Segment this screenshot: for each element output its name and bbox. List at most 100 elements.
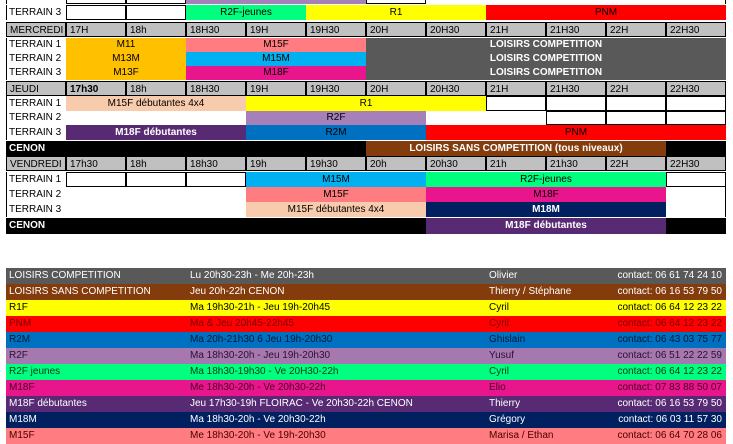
session-block: LOISIRS COMPETITION: [366, 66, 726, 80]
session-block: LOISIRS COMPETITION: [366, 52, 726, 66]
time-header: 19H: [246, 81, 306, 96]
time-header: 19H30: [306, 22, 366, 37]
empty-slot: [486, 96, 546, 111]
terrain-row-border: [6, 0, 726, 4]
legend-contact: contact: 07 83 88 50 07: [617, 382, 722, 393]
empty-slot: [606, 96, 666, 111]
legend-schedule: Ma 18h30-20h - Jeu 19h-20h30: [190, 350, 331, 361]
session-block: M13F: [66, 66, 186, 80]
legend-row: R2F jeunes Ma 18h30-19h30 - Ve 20H30-22h C…: [6, 364, 726, 380]
legend-row: R2F Ma 18h30-20h - Jeu 19h-20h30 Yusuf cont…: [6, 348, 726, 364]
cenon-label: CENON: [9, 143, 46, 154]
terrain-label: TERRAIN 1: [9, 174, 62, 185]
cenon-label: CENON: [9, 220, 46, 231]
legend-schedule: Lu 20h30-23h - Me 20h-23h: [190, 270, 314, 281]
session-block: PNM: [486, 5, 726, 20]
day-label: MERCREDI: [6, 22, 66, 37]
empty-slot: [666, 172, 726, 187]
legend-schedule: Ma 18h30-20h - Ve 20h30-22h: [190, 414, 326, 425]
time-header: 21H: [486, 22, 546, 37]
legend-schedule: Jeu 17h30-19h FLOIRAC - Ve 20h30-22h CEN…: [190, 398, 413, 409]
session-block: R2F: [246, 111, 426, 125]
legend-contact: contact: 06 16 53 79 50: [617, 286, 722, 297]
time-header: 22H30: [666, 81, 726, 96]
session-block: M18F débutantes: [426, 218, 666, 234]
empty-slot: [66, 5, 126, 20]
empty-slot: [126, 5, 186, 20]
time-header: 20h: [366, 156, 426, 171]
day-label: VENDREDI: [6, 156, 66, 171]
empty-slot: [546, 111, 606, 125]
legend-coach: Thierry / Stéphane: [489, 286, 572, 297]
empty-slot: [606, 111, 666, 125]
time-header: 20H30: [426, 81, 486, 96]
legend-contact: contact: 06 16 53 79 50: [617, 398, 722, 409]
empty-slot: [186, 172, 246, 187]
legend-coach: Cyril: [489, 366, 509, 377]
session-block: M15F: [186, 38, 366, 52]
legend-contact: contact: 06 51 22 22 59: [617, 350, 722, 361]
time-header: 21h30: [546, 156, 606, 171]
empty-slot: [546, 96, 606, 111]
legend-coach: Elio: [489, 382, 506, 393]
legend-contact: contact: 06 03 11 57 30: [618, 414, 722, 425]
legend-contact: contact: 06 43 03 75 77: [617, 334, 722, 345]
legend-coach: Marisa / Ethan: [489, 430, 554, 441]
terrain-label: TERRAIN 3: [9, 7, 62, 18]
time-header: 17h30: [66, 81, 126, 96]
session-block: PNM: [426, 125, 726, 140]
time-header: 22H30: [666, 22, 726, 37]
session-block: R2F: [186, 0, 366, 4]
time-header: 21h: [486, 156, 546, 171]
time-header: 19h: [246, 156, 306, 171]
terrain-label: TERRAIN 2: [9, 189, 62, 200]
legend-team: R1F: [9, 302, 28, 313]
legend-schedule: Me 18h30-20h - Ve 20h30-22h: [190, 382, 326, 393]
session-block: M11: [66, 38, 186, 52]
legend-schedule: Ma 20h-21h30 6 Jeu 19h-20h30: [190, 334, 333, 345]
legend-team: M18F: [9, 382, 35, 393]
legend-schedule: Jeu 20h-22h CENON: [190, 286, 285, 297]
empty-slot: [666, 111, 726, 125]
legend-team: M18M: [9, 414, 37, 425]
legend-coach: Olivier: [489, 270, 518, 281]
legend-coach: Grégory: [489, 414, 526, 425]
session-block: LOISIRS SANS COMPETITION (tous niveaux): [366, 141, 666, 156]
time-header: 20H30: [426, 22, 486, 37]
empty-slot: [126, 172, 186, 187]
session-block: M18M: [426, 202, 666, 217]
time-header: 22H: [606, 81, 666, 96]
session-block: M15M: [186, 52, 366, 66]
legend-row: R2M Ma 20h-21h30 6 Jeu 19h-20h30 Ghislain c…: [6, 332, 726, 348]
time-header: 19H30: [306, 81, 366, 96]
legend-contact: contact: 06 64 12 23 22: [617, 302, 722, 313]
legend-contact: contact: 06 61 74 24 10: [617, 270, 722, 281]
time-header: 18h: [126, 81, 186, 96]
time-header: 18H30: [186, 22, 246, 37]
legend-row: M18F débutantes Jeu 17h30-19h FLOIRAC - V…: [6, 396, 726, 412]
legend-contact: contact: 06 64 70 28 06: [617, 430, 722, 441]
session-block: M18F: [426, 187, 666, 202]
time-header: 18H30: [186, 81, 246, 96]
legend-row: M18F Me 18h30-20h - Ve 20h30-22h Elio conta…: [6, 380, 726, 396]
terrain-label: TERRAIN 3: [9, 204, 62, 215]
terrain-label: TERRAIN 1: [9, 39, 62, 50]
session-block: M18F: [186, 66, 366, 80]
legend-row: M15F Me 18h30-20h - Ve 19h-20h30 Marisa / …: [6, 428, 726, 444]
time-header: 18h30: [186, 156, 246, 171]
time-header: 22H30: [666, 156, 726, 171]
terrain-row-border: [6, 202, 726, 217]
empty-slot: [366, 0, 426, 4]
time-header: 18h: [126, 156, 186, 171]
terrain-label: TERRAIN 2: [6, 0, 66, 4]
time-header: 20H: [366, 81, 426, 96]
legend-coach: Cyril: [489, 302, 509, 313]
legend-coach: Thierry: [489, 398, 521, 409]
legend-coach: Cyril: [489, 318, 509, 329]
session-block: R1: [246, 96, 486, 111]
legend-schedule: Ma & Jeu 20h45-22h45: [190, 318, 294, 329]
legend-schedule: Me 18h30-20h - Ve 19h-20h30: [190, 430, 326, 441]
time-header: 18h: [126, 22, 186, 37]
legend-coach: Ghislain: [489, 334, 526, 345]
terrain-label: TERRAIN 2: [9, 53, 62, 64]
